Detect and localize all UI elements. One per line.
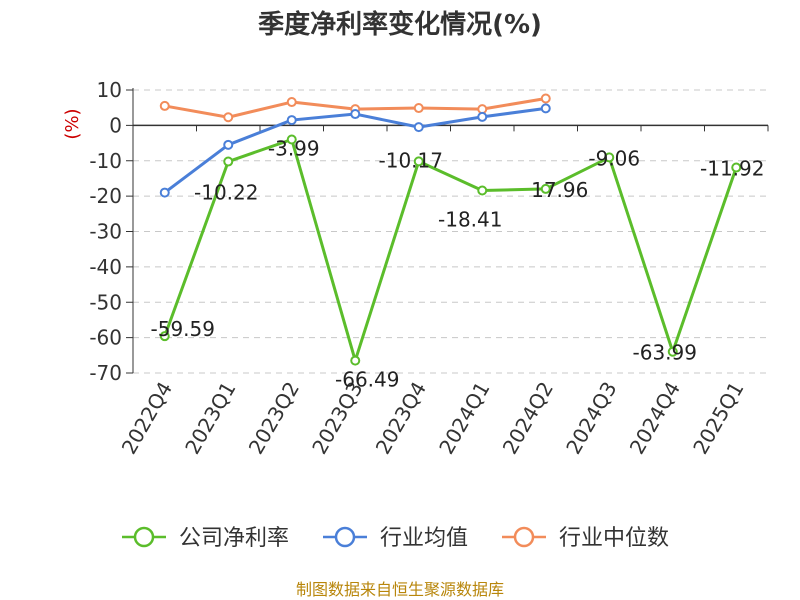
- x-tick-label-2024Q3: 2024Q3: [561, 378, 621, 459]
- x-tick-label-2023Q1: 2023Q1: [180, 378, 240, 459]
- data-label-2024Q2: 17.96: [531, 178, 588, 202]
- x-tick-label-2025Q1: 2025Q1: [688, 378, 748, 459]
- point-0-5: [477, 185, 488, 196]
- y-tick-label: -20: [89, 184, 122, 208]
- y-tick-label: -50: [89, 290, 122, 314]
- point-0-2: [286, 134, 297, 145]
- y-tick-label: -70: [89, 361, 122, 385]
- point-2-0: [159, 100, 170, 111]
- point-1-0: [159, 187, 170, 198]
- data-label-2023Q3: -66.49: [335, 368, 399, 392]
- point-1-3: [350, 109, 361, 120]
- chart-title: 季度净利率变化情况(%): [258, 9, 542, 40]
- y-tick-label: 10: [97, 78, 122, 102]
- legend-label-1: 行业均值: [380, 526, 468, 551]
- point-0-3: [350, 355, 361, 366]
- x-tick-label-2024Q4: 2024Q4: [625, 378, 685, 459]
- point-1-6: [540, 103, 551, 114]
- series-line-0: [163, 137, 738, 363]
- y-tick-label: 0: [109, 113, 122, 137]
- source-note: 制图数据来自恒生聚源数据库: [296, 580, 504, 599]
- series-layer: [159, 93, 742, 366]
- y-tick-label: -10: [89, 149, 122, 173]
- legend-marker-2: [513, 526, 535, 548]
- y-tick-label: -30: [89, 220, 122, 244]
- point-2-2: [286, 97, 297, 108]
- point-1-4: [413, 122, 424, 133]
- grid-lines: [133, 89, 768, 374]
- point-0-8: [667, 346, 678, 357]
- data-label-2024Q4: -63.99: [633, 341, 697, 365]
- point-1-2: [286, 115, 297, 126]
- point-1-5: [477, 111, 488, 122]
- point-2-1: [223, 112, 234, 123]
- data-label-2023Q4: -10.17: [379, 148, 443, 172]
- point-0-6: [540, 183, 551, 194]
- point-1-1: [223, 139, 234, 150]
- y-axis-label: (%): [62, 108, 83, 139]
- point-0-1: [223, 156, 234, 167]
- data-label-2024Q3: -9.06: [588, 146, 640, 170]
- x-tick-label-2024Q2: 2024Q2: [498, 378, 558, 459]
- data-label-2022Q4: -59.59: [151, 317, 215, 341]
- data-label-2023Q1: -10.22: [194, 181, 258, 205]
- data-labels: -59.59 -10.22 -3.99 -66.49 -10.17 -18.41 17.96…: [151, 136, 765, 391]
- y-tick-label: -60: [89, 326, 122, 350]
- data-label-2024Q1: -18.41: [438, 208, 502, 232]
- point-0-9: [731, 162, 742, 173]
- point-2-6: [540, 93, 551, 104]
- point-0-4: [413, 156, 424, 167]
- legend: 公司净利率 行业均值 行业中位数: [122, 526, 669, 551]
- x-tick-label-2023Q2: 2023Q2: [244, 378, 304, 459]
- point-0-0: [159, 331, 170, 342]
- legend-marker-0: [133, 526, 155, 548]
- point-2-4: [413, 103, 424, 114]
- data-label-2025Q1: -11.92: [700, 157, 764, 181]
- legend-label-2: 行业中位数: [559, 526, 669, 551]
- legend-marker-1: [334, 526, 356, 548]
- y-tick-label: -40: [89, 255, 122, 279]
- point-0-7: [604, 152, 615, 163]
- x-tick-label-2022Q4: 2022Q4: [117, 378, 177, 459]
- legend-label-0: 公司净利率: [179, 526, 289, 551]
- x-tick-label-2024Q1: 2024Q1: [434, 378, 494, 459]
- data-label-2023Q2: -3.99: [268, 136, 320, 160]
